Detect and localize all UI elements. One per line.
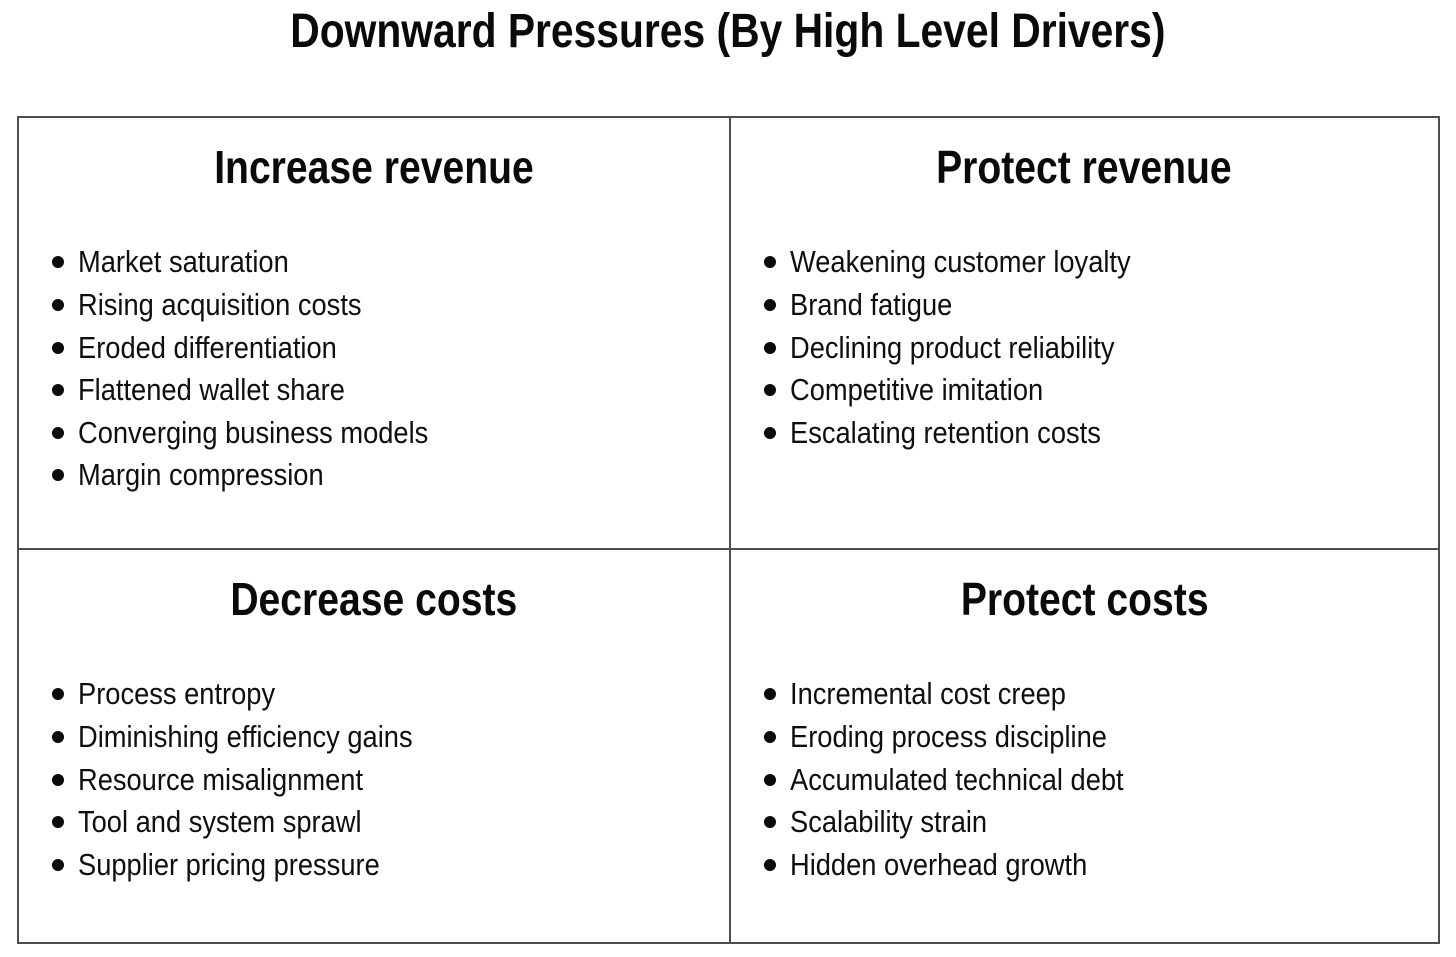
- bullet-icon: [763, 426, 776, 439]
- list-item: Flattened wallet share: [52, 369, 729, 412]
- bullet-icon: [763, 816, 776, 829]
- list-item: Converging business models: [52, 412, 729, 455]
- list-item: Tool and system sprawl: [52, 801, 729, 844]
- bullet-icon: [52, 858, 64, 871]
- bullet-icon: [763, 858, 776, 871]
- list-item: Eroding process discipline: [763, 716, 1439, 759]
- bullet-icon: [52, 469, 64, 482]
- bullet-icon: [52, 256, 64, 269]
- list-item: Margin compression: [52, 454, 729, 497]
- quadrant-protect-revenue: Protect revenue Weakening customer loyal…: [728, 118, 1439, 548]
- bullet-icon: [763, 299, 776, 312]
- bullet-icon: [52, 773, 64, 786]
- quadrant-heading: Protect costs: [960, 573, 1209, 625]
- bullet-icon: [763, 688, 776, 701]
- quadrant-item-list: Market saturation Rising acquisition cos…: [19, 241, 729, 497]
- quadrant-heading: Increase revenue: [213, 141, 534, 193]
- list-item: Scalability strain: [763, 801, 1439, 844]
- bullet-icon: [763, 256, 776, 269]
- list-item: Escalating retention costs: [763, 412, 1439, 455]
- list-item: Market saturation: [52, 241, 729, 284]
- quadrant-heading: Protect revenue: [936, 141, 1233, 193]
- bullet-icon: [52, 341, 64, 354]
- page-title: Downward Pressures (By High Level Driver…: [0, 4, 1456, 59]
- list-item: Declining product reliability: [763, 326, 1439, 369]
- list-item: Incremental cost creep: [763, 673, 1439, 716]
- list-item: Rising acquisition costs: [52, 284, 729, 327]
- bullet-icon: [763, 384, 776, 397]
- bullet-icon: [52, 299, 64, 312]
- quadrant-item-list: Process entropy Diminishing efficiency g…: [19, 673, 729, 886]
- list-item: Supplier pricing pressure: [52, 844, 729, 887]
- quadrant-increase-revenue: Increase revenue Market saturation Risin…: [19, 118, 729, 548]
- list-item: Eroded differentiation: [52, 326, 729, 369]
- bullet-icon: [52, 384, 64, 397]
- bullet-icon: [52, 731, 64, 744]
- list-item: Competitive imitation: [763, 369, 1439, 412]
- page-title-text: Downward Pressures (By High Level Driver…: [290, 5, 1166, 58]
- list-item: Process entropy: [52, 673, 729, 716]
- bullet-icon: [763, 773, 776, 786]
- list-item: Resource misalignment: [52, 758, 729, 801]
- quadrant-protect-costs: Protect costs Incremental cost creep Ero…: [728, 548, 1439, 942]
- list-item: Brand fatigue: [763, 284, 1439, 327]
- bullet-icon: [763, 341, 776, 354]
- quadrant-item-list: Weakening customer loyalty Brand fatigue…: [731, 241, 1439, 454]
- list-item: Accumulated technical debt: [763, 758, 1439, 801]
- bullet-icon: [52, 816, 64, 829]
- list-item: Weakening customer loyalty: [763, 241, 1439, 284]
- quadrant-item-list: Incremental cost creep Eroding process d…: [731, 673, 1439, 886]
- bullet-icon: [52, 426, 64, 439]
- pressure-matrix: Increase revenue Market saturation Risin…: [17, 116, 1440, 944]
- list-item: Diminishing efficiency gains: [52, 716, 729, 759]
- bullet-icon: [763, 731, 776, 744]
- bullet-icon: [52, 688, 64, 701]
- quadrant-decrease-costs: Decrease costs Process entropy Diminishi…: [19, 548, 729, 942]
- list-item: Hidden overhead growth: [763, 844, 1439, 887]
- quadrant-heading: Decrease costs: [230, 573, 518, 625]
